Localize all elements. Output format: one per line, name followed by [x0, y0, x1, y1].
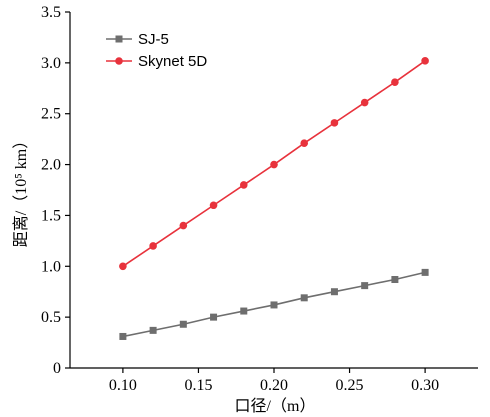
x-axis-label: 口径/（m） — [235, 397, 316, 415]
legend-label: Skynet 5D — [138, 53, 207, 70]
data-point — [361, 282, 369, 290]
series-sj-5 — [119, 268, 429, 340]
data-point — [270, 160, 278, 169]
y-axis-label: 距离/（10⁵ km） — [12, 133, 30, 247]
data-point — [240, 307, 248, 315]
data-point — [330, 288, 338, 296]
data-point — [330, 119, 339, 127]
data-point — [239, 181, 248, 189]
series-layer — [119, 57, 429, 340]
x-tick-label: 0.15 — [184, 377, 212, 394]
x-tick-label: 0.30 — [411, 377, 439, 394]
y-tick-label: 0.5 — [41, 309, 61, 326]
series-skynet-5d — [119, 57, 429, 271]
legend-swatch-marker — [115, 57, 123, 65]
data-point — [179, 221, 188, 230]
legend-item: Skynet 5D — [106, 53, 207, 70]
y-tick-label: 2.5 — [41, 106, 61, 123]
data-point — [119, 332, 127, 340]
data-point — [179, 320, 187, 328]
axes: 0 0.5 1.0 1.5 2.0 2.5 3.0 3.5 0.10 0.15 0.20 0.25 0.… — [41, 4, 478, 394]
y-tick-label: 3.0 — [41, 55, 61, 72]
x-tick-label: 0.10 — [109, 377, 137, 394]
data-point — [119, 262, 127, 271]
data-point — [209, 201, 218, 210]
legend-item: SJ-5 — [106, 31, 169, 48]
legend-swatch-marker — [115, 35, 123, 43]
y-tick-label: 2.0 — [41, 157, 61, 174]
y-tick-label: 3.5 — [41, 4, 61, 21]
y-tick-label: 1.5 — [41, 207, 61, 224]
data-point — [421, 57, 429, 65]
x-tick-label: 0.25 — [336, 377, 364, 394]
y-tick-label: 1.0 — [41, 258, 61, 275]
y-tick-label: 0 — [53, 360, 61, 377]
legend: SJ-5 Skynet 5D — [106, 31, 207, 70]
data-point — [270, 301, 278, 309]
x-tick-label: 0.20 — [260, 377, 288, 394]
data-point — [391, 78, 399, 86]
data-point — [300, 294, 308, 302]
data-point — [391, 276, 399, 284]
legend-label: SJ-5 — [138, 31, 169, 48]
data-point — [360, 98, 369, 107]
data-point — [210, 313, 218, 321]
data-point — [421, 268, 429, 276]
data-point — [149, 326, 157, 334]
data-point — [300, 139, 309, 148]
data-point — [149, 242, 157, 250]
